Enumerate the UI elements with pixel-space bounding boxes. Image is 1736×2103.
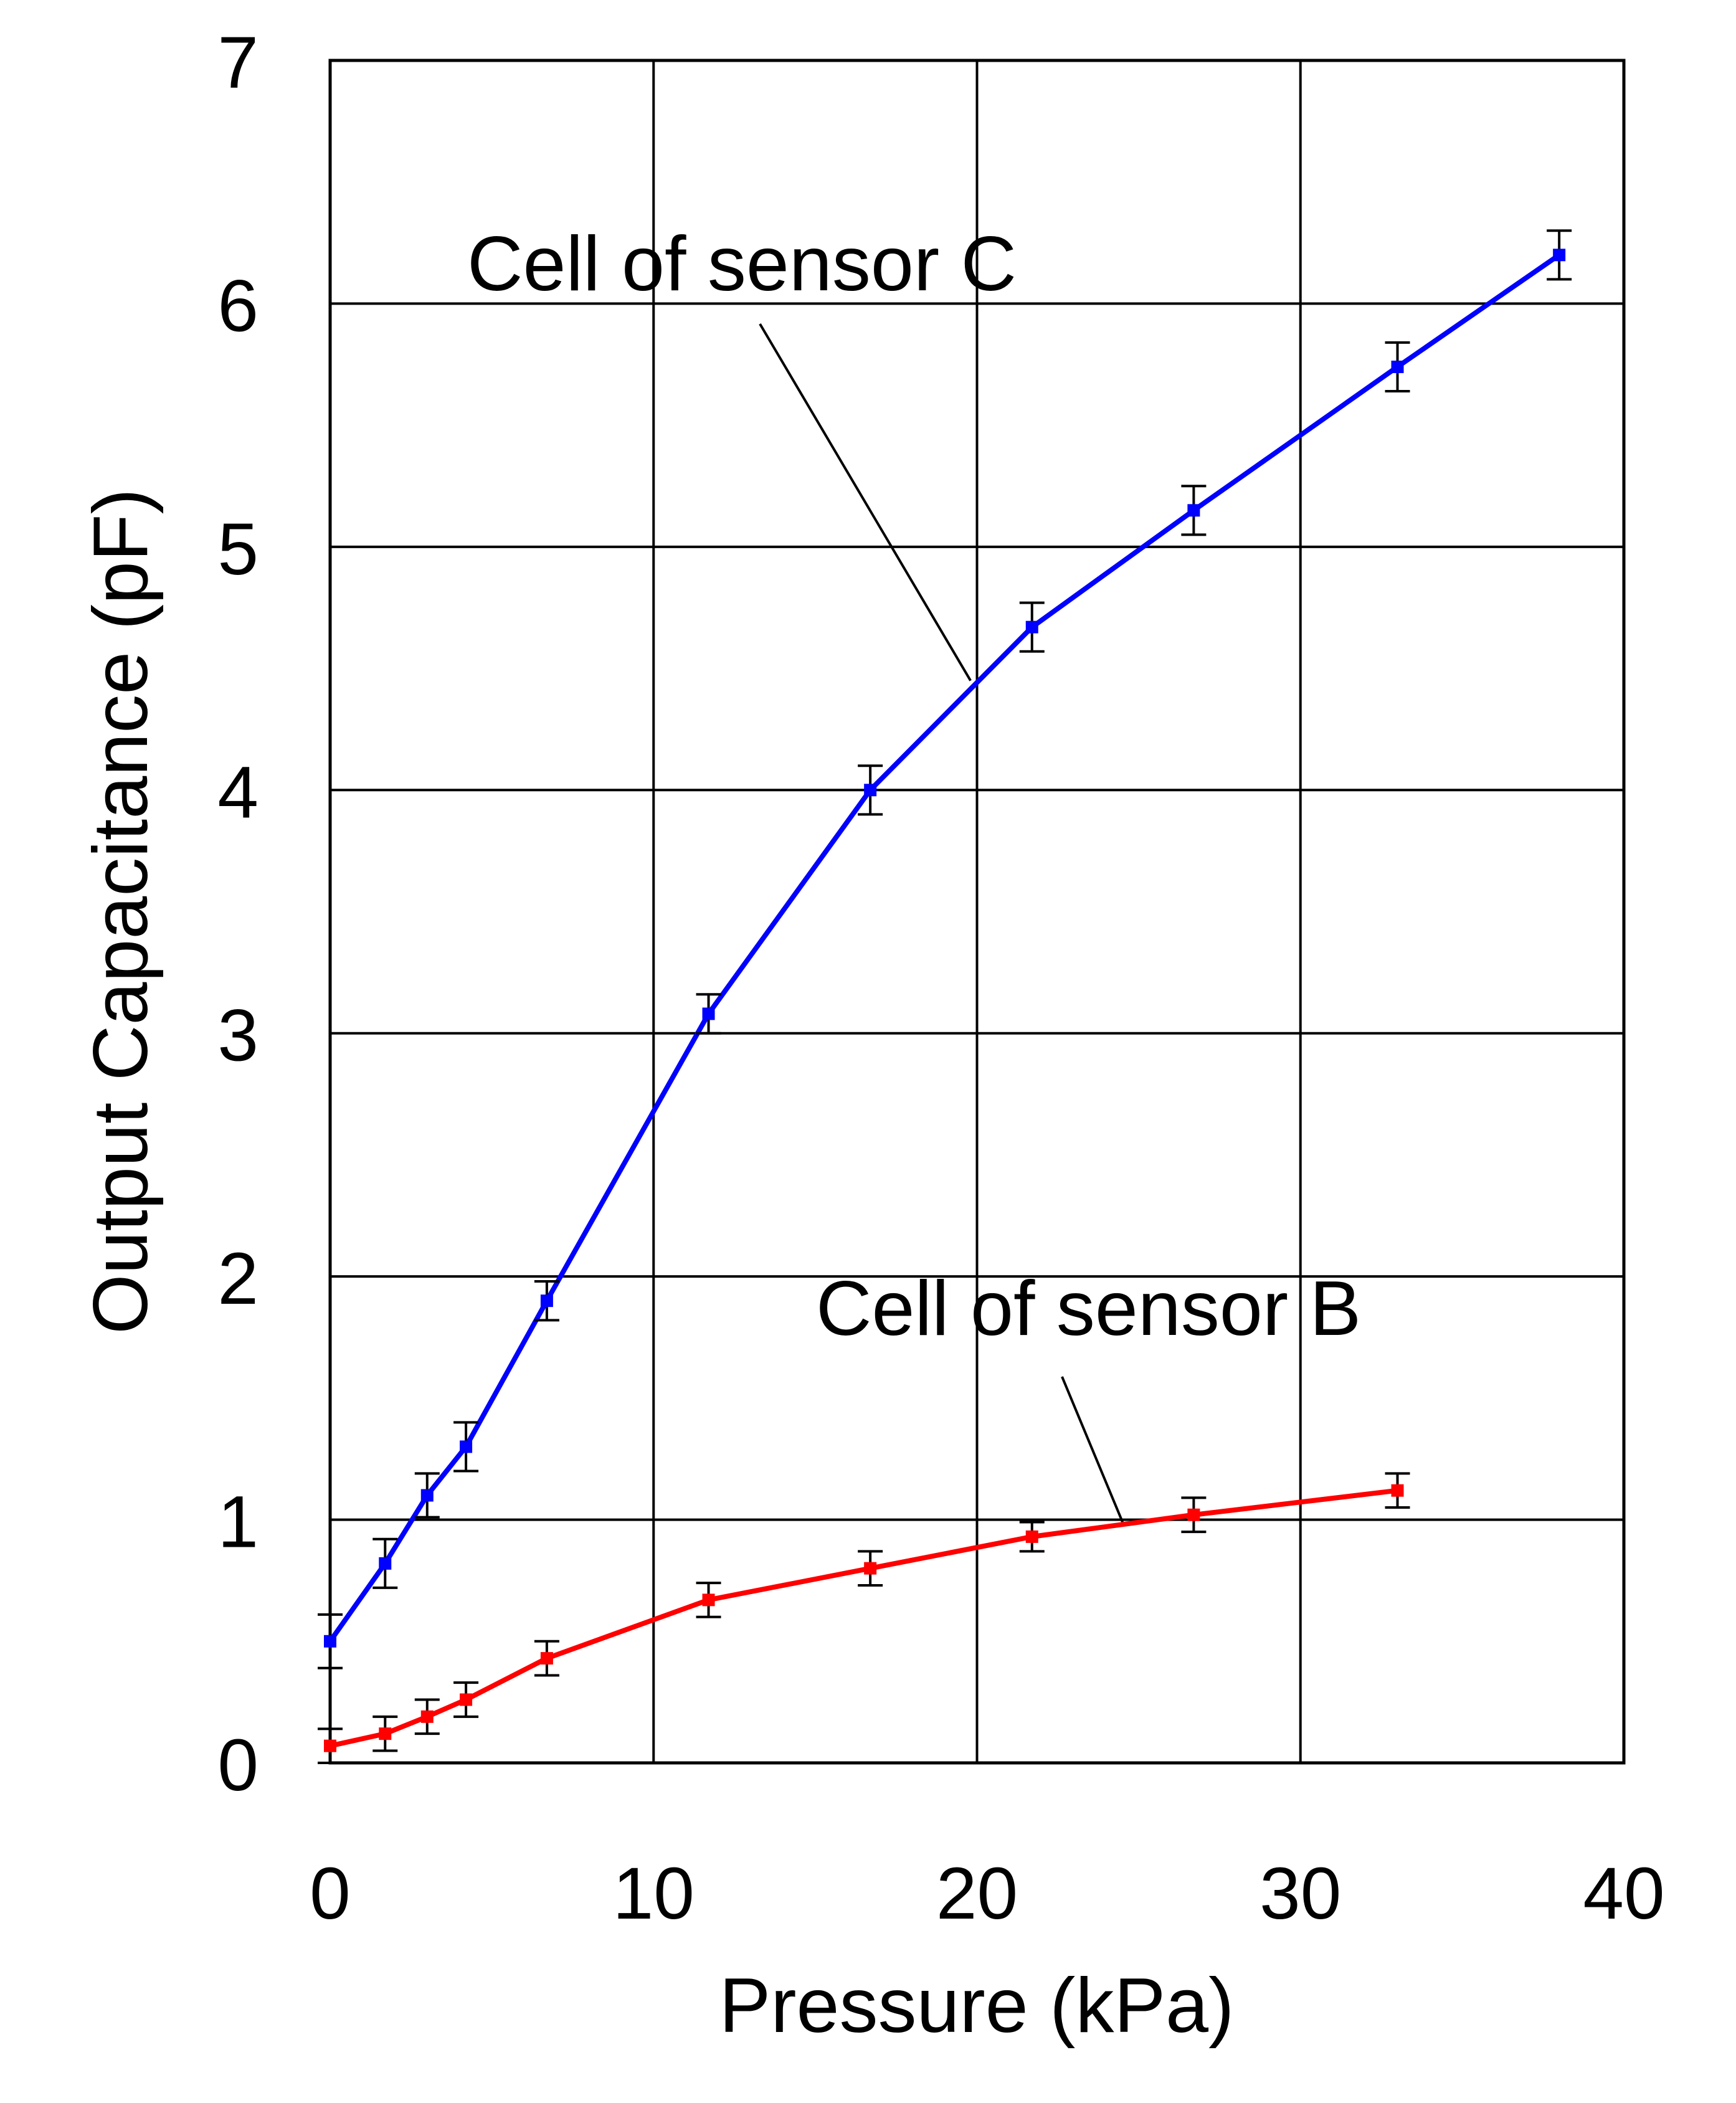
y-tick-label: 2 xyxy=(217,1238,259,1320)
grid xyxy=(330,60,1624,1763)
data-point xyxy=(324,1635,336,1648)
y-tick-label: 0 xyxy=(217,1724,259,1806)
y-tick-label: 7 xyxy=(217,22,259,104)
data-point xyxy=(1391,360,1404,373)
x-tick-label: 40 xyxy=(1583,1853,1664,1935)
data-point xyxy=(1391,1484,1404,1497)
annotation-label: Cell of sensor C xyxy=(467,221,1017,307)
data-point xyxy=(1025,620,1038,634)
x-axis-label: Pressure (kPa) xyxy=(719,1963,1235,2049)
data-point xyxy=(379,1727,392,1740)
annotation-label: Cell of sensor B xyxy=(816,1266,1361,1352)
series-sensor-b xyxy=(318,1472,1410,1764)
y-tick-label: 4 xyxy=(217,751,259,833)
y-axis-label: Output Capacitance (pF) xyxy=(78,488,164,1334)
axis-frame xyxy=(328,59,1626,1765)
data-point xyxy=(324,1739,336,1752)
y-tick-label: 3 xyxy=(217,995,259,1077)
series-group xyxy=(318,229,1572,1764)
annotations: Cell of sensor C Cell of sensor B xyxy=(467,221,1361,1523)
data-point xyxy=(1187,1508,1200,1521)
x-tick-label: 10 xyxy=(613,1853,695,1935)
series-line xyxy=(330,1488,1398,1749)
data-point xyxy=(460,1440,473,1453)
data-point xyxy=(864,784,877,797)
annotation-leader-line xyxy=(759,323,972,681)
data-point xyxy=(540,1294,553,1308)
data-point xyxy=(379,1557,392,1570)
data-point xyxy=(1025,1530,1038,1543)
data-point xyxy=(864,1562,877,1575)
data-point xyxy=(540,1652,553,1665)
data-point xyxy=(420,1710,434,1723)
y-tick-label: 6 xyxy=(217,265,259,347)
data-point xyxy=(702,1007,715,1020)
x-tick-label: 30 xyxy=(1259,1853,1341,1935)
data-point xyxy=(1187,504,1200,517)
x-tick-label: 0 xyxy=(310,1853,351,1935)
plot-frame xyxy=(328,59,1626,1765)
tick-labels: 0 10 20 30 40 0 1 2 3 4 5 6 7 xyxy=(217,22,1664,1935)
y-tick-label: 5 xyxy=(217,508,259,591)
data-point xyxy=(420,1489,434,1502)
data-point xyxy=(1553,249,1566,262)
y-tick-label: 1 xyxy=(217,1481,259,1564)
x-tick-label: 20 xyxy=(936,1853,1018,1935)
annotation-leader-line xyxy=(1061,1376,1124,1523)
data-point xyxy=(460,1693,473,1706)
series-sensor-c xyxy=(318,229,1572,1669)
data-point xyxy=(702,1593,715,1607)
